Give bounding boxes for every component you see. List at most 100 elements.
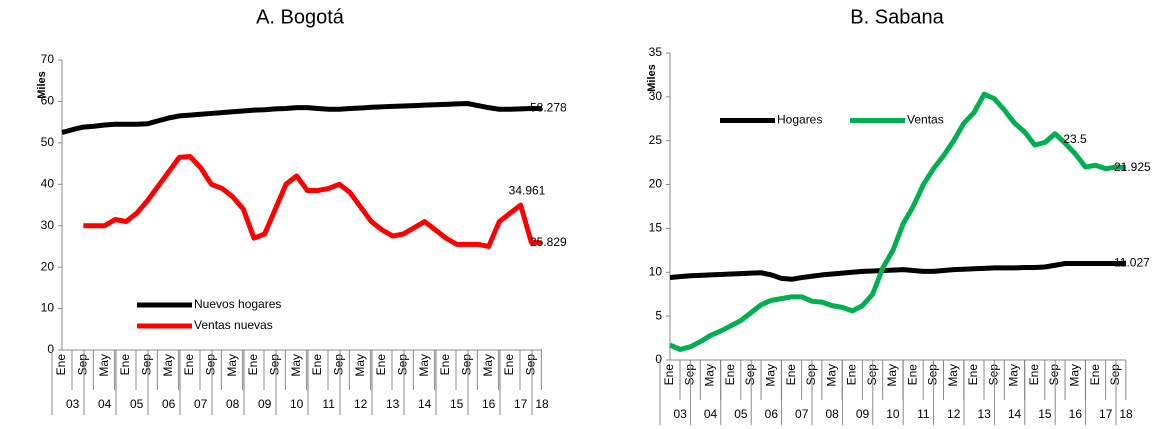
x-tick-label: Sep [1047,364,1061,386]
x-tick-label: Sep [76,354,90,376]
x-tick-label: May [417,354,431,377]
x-tick-label: Ene [1027,364,1041,386]
y-tick-label: 0 [47,342,54,356]
y-tick-label: 5 [655,308,662,322]
x-tick-label: Sep [332,354,346,376]
x-tick-label: Sep [865,364,879,386]
legend-label: Hogares [777,113,822,127]
y-tick-label: 40 [41,176,55,190]
value-label: 58.278 [530,101,567,115]
y-axis-label: Miles [36,71,48,99]
x-tick-label: May [289,354,303,377]
x-tick-label: Ene [784,364,798,386]
x-tick-label: May [764,364,778,387]
x-tick-label: May [161,354,175,377]
x-tick-label: May [703,364,717,387]
x-group-label: 13 [977,407,991,421]
x-tick-label: Ene [502,354,516,376]
chart-title: B. Sabana [850,6,944,28]
series-line [669,260,1127,282]
x-group-label: 14 [418,397,432,411]
x-tick-label: May [353,354,367,377]
x-tick-label: May [1068,364,1082,387]
y-tick-label: 50 [41,135,55,149]
x-group-label: 17 [514,397,528,411]
x-group-label: 04 [98,397,112,411]
x-tick-label: May [946,364,960,387]
x-group-label: 15 [1038,407,1052,421]
value-label: 21.925 [1114,160,1151,174]
x-tick-label: Ene [662,364,676,386]
x-tick-label: Sep [460,354,474,376]
x-group-label: 11 [322,397,335,411]
x-tick-label: Ene [54,354,68,376]
x-tick-label: Ene [438,354,452,376]
x-tick-label: Sep [743,364,757,386]
x-group-label: 09 [856,407,870,421]
x-group-label: 14 [1008,407,1022,421]
y-tick-label: 10 [649,264,663,278]
legend-label: Ventas nuevas [194,318,273,332]
x-tick-label: Ene [1088,364,1102,386]
x-tick-label: Sep [396,354,410,376]
y-tick-label: 60 [41,94,55,108]
x-tick-label: Sep [986,364,1000,386]
x-tick-label: Ene [905,364,919,386]
y-tick-label: 15 [649,221,663,235]
x-tick-label: May [97,354,111,377]
x-group-label: 16 [1069,407,1083,421]
x-group-label: 04 [704,407,718,421]
x-group-label: 11 [917,407,930,421]
x-group-label: 13 [386,397,400,411]
y-tick-label: 25 [649,133,663,147]
series-line [669,91,1127,352]
y-tick-label: 70 [41,52,55,66]
x-tick-label: Sep [682,364,696,386]
x-group-label: 07 [795,407,809,421]
y-tick-label: 35 [649,45,663,59]
x-group-label: 12 [947,407,961,421]
x-group-label: 12 [354,397,368,411]
x-tick-label: Ene [966,364,980,386]
x-tick-label: Ene [723,364,737,386]
x-tick-label: Ene [374,354,388,376]
y-tick-label: 30 [649,89,663,103]
x-tick-label: Sep [804,364,818,386]
x-group-label: 06 [765,407,779,421]
x-group-label: 08 [226,397,240,411]
x-group-label: 18 [1119,407,1133,421]
x-group-label: 05 [734,407,748,421]
x-tick-label: Sep [204,354,218,376]
x-tick-label: Ene [845,364,859,386]
x-tick-label: Ene [182,354,196,376]
series-line [83,154,543,249]
y-tick-label: 30 [41,218,55,232]
x-tick-label: May [225,354,239,377]
y-tick-label: 0 [655,352,662,366]
x-tick-label: Sep [1108,364,1122,386]
value-label: 25.829 [530,235,567,249]
y-tick-label: 20 [649,177,663,191]
value-label: 34.961 [509,183,546,197]
x-group-label: 07 [194,397,208,411]
x-tick-label: Ene [310,354,324,376]
x-tick-label: May [1007,364,1021,387]
x-group-label: 15 [450,397,464,411]
series-line [61,101,543,135]
x-tick-label: May [885,364,899,387]
x-tick-label: Ene [246,354,260,376]
x-group-label: 03 [66,397,80,411]
y-tick-label: 10 [41,301,55,315]
legend-label: Nuevos hogares [194,297,281,311]
y-axis-label: Miles [646,64,658,92]
chart-title: A. Bogotá [256,6,345,28]
legend-label: Ventas [907,113,944,127]
value-label: 23.5 [1063,132,1087,146]
x-tick-label: Sep [268,354,282,376]
x-group-label: 10 [290,397,304,411]
x-tick-label: Sep [926,364,940,386]
x-tick-label: Ene [118,354,132,376]
x-tick-label: Sep [140,354,154,376]
x-group-label: 18 [535,397,549,411]
